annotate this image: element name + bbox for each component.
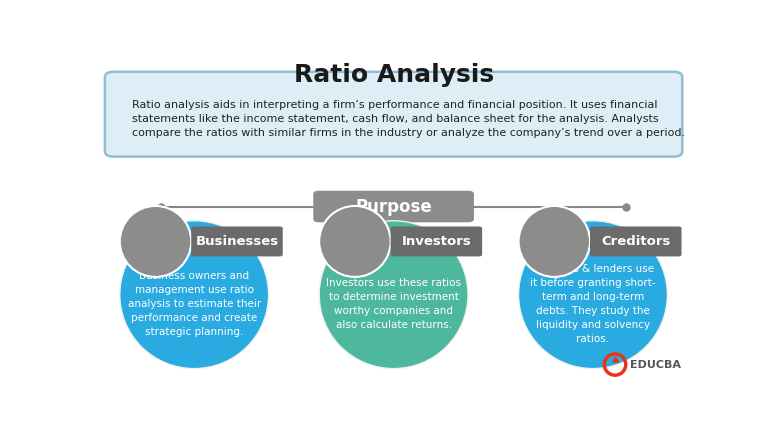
FancyBboxPatch shape	[313, 191, 474, 222]
Text: Ratio analysis aids in interpreting a firm’s performance and financial position.: Ratio analysis aids in interpreting a fi…	[132, 100, 685, 138]
Text: Investors: Investors	[402, 235, 472, 248]
FancyBboxPatch shape	[105, 72, 682, 157]
Text: Ratio Analysis: Ratio Analysis	[293, 64, 494, 88]
Text: Business owners and
management use ratio
analysis to estimate their
performance : Business owners and management use ratio…	[127, 270, 261, 337]
FancyBboxPatch shape	[191, 226, 283, 257]
Ellipse shape	[120, 221, 269, 368]
Text: EDUCBA: EDUCBA	[631, 359, 681, 369]
Ellipse shape	[518, 206, 590, 277]
Text: Creditors & lenders use
it before granting short-
term and long-term
debts. They: Creditors & lenders use it before granti…	[530, 264, 656, 343]
FancyBboxPatch shape	[590, 226, 681, 257]
FancyBboxPatch shape	[391, 226, 482, 257]
Text: Creditors: Creditors	[601, 235, 670, 248]
Ellipse shape	[518, 221, 667, 368]
Ellipse shape	[319, 206, 391, 277]
Ellipse shape	[319, 221, 468, 368]
Text: Businesses: Businesses	[195, 235, 279, 248]
Text: Purpose: Purpose	[356, 197, 432, 216]
Text: Investors use these ratios
to determine investment
worthy companies and
also cal: Investors use these ratios to determine …	[326, 277, 461, 330]
Ellipse shape	[120, 206, 191, 277]
